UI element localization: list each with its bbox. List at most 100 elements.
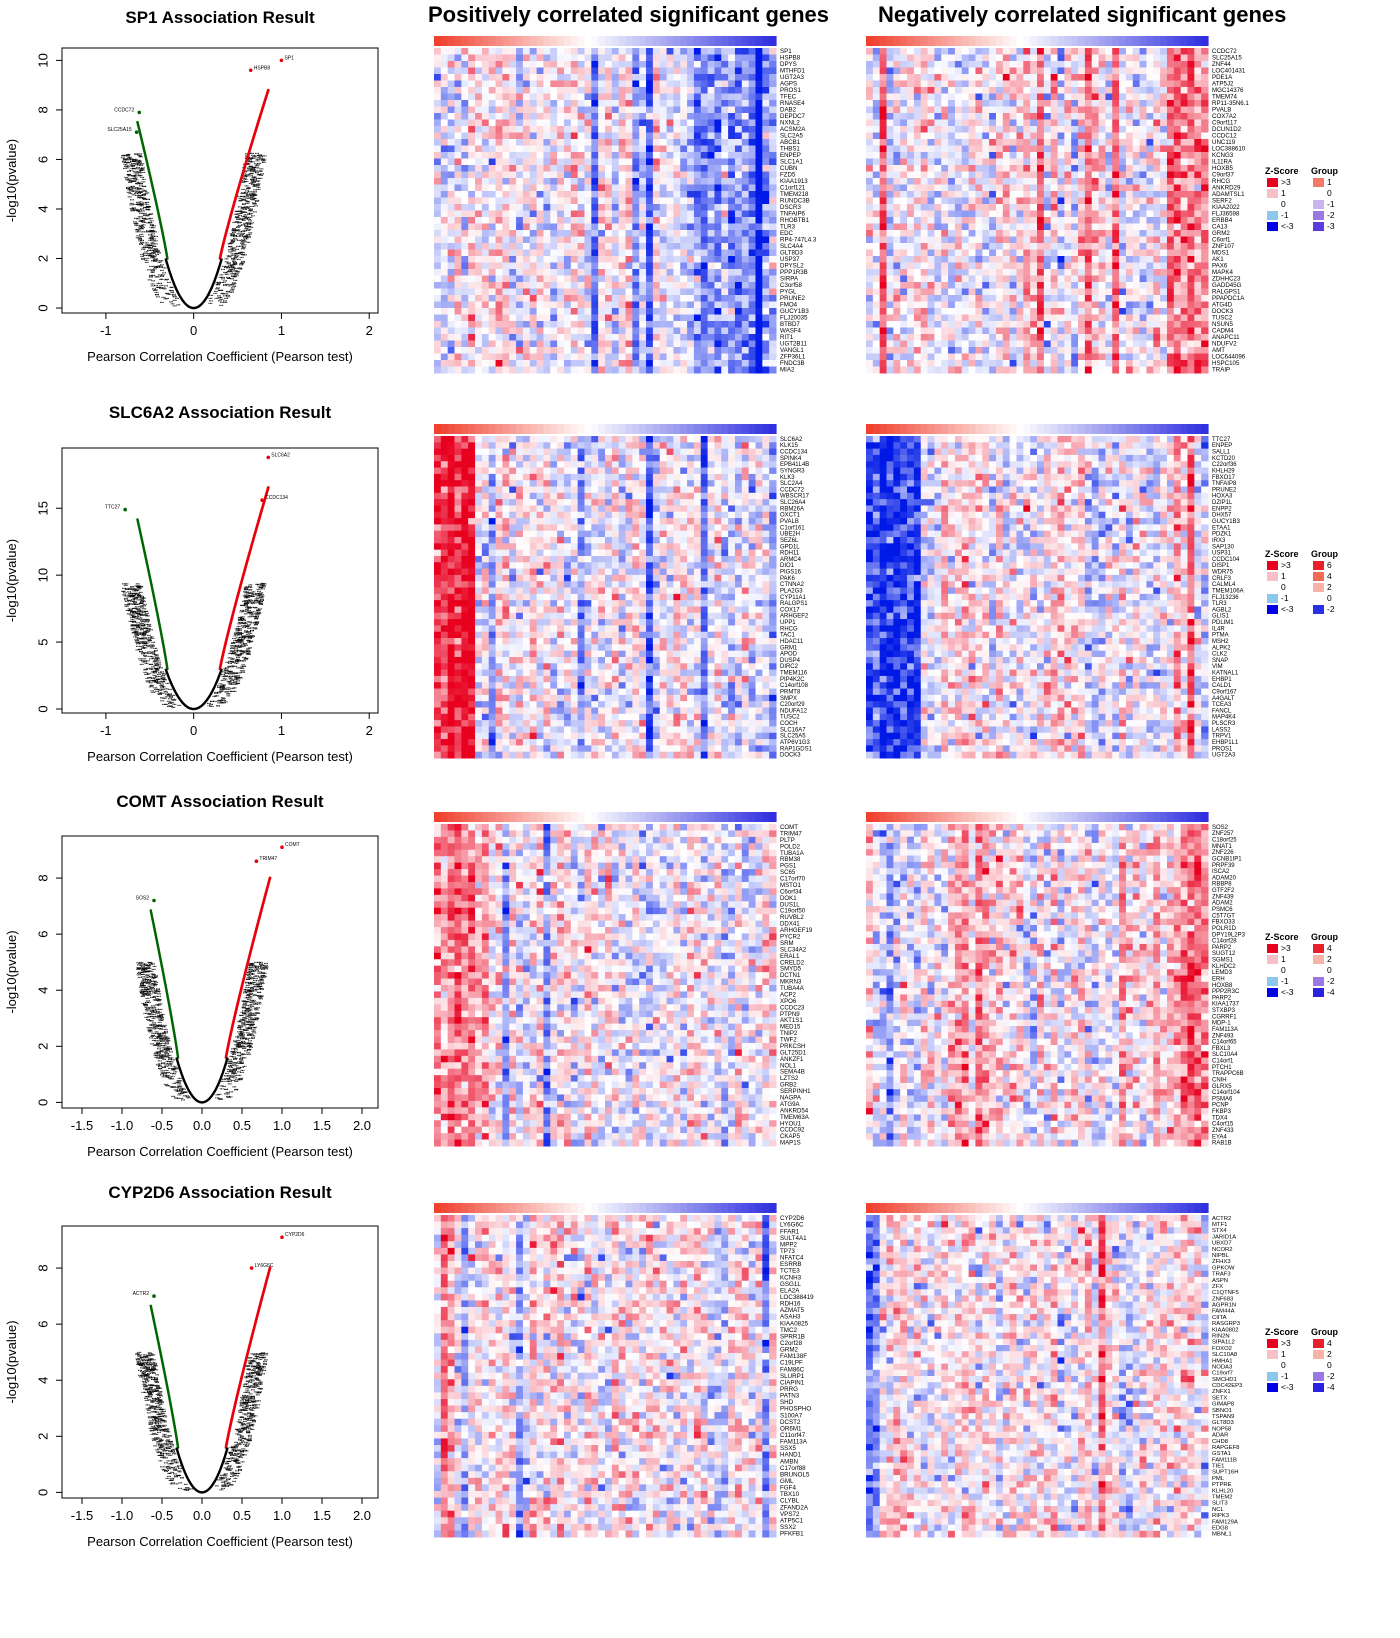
heatmap-cell xyxy=(454,347,462,354)
heatmap-cell xyxy=(557,321,565,328)
bulk-point-label: ▪▪▪ xyxy=(152,243,157,248)
heatmap-cell xyxy=(543,217,551,224)
heatmap-cell xyxy=(1125,184,1134,192)
heatmap-cell xyxy=(1071,80,1079,88)
heatmap-cell xyxy=(714,100,722,107)
heatmap-cell xyxy=(611,204,620,211)
heatmap-cell xyxy=(475,191,483,198)
heatmap-cell xyxy=(666,87,674,94)
heatmap-cell xyxy=(1146,197,1154,205)
heatmap-cell xyxy=(529,100,538,107)
heatmap-cell xyxy=(1125,87,1134,94)
heatmap-cell xyxy=(961,74,970,81)
group-bar-cell xyxy=(687,36,695,46)
heatmap-cell xyxy=(1064,87,1072,94)
bulk-point-label: ▪▪▪ xyxy=(232,230,237,235)
heatmap-cell xyxy=(934,74,942,81)
group-bar-cell xyxy=(872,36,881,46)
heatmap-cell xyxy=(734,256,743,263)
heatmap-cell xyxy=(975,165,983,172)
heatmap-cell xyxy=(461,178,469,185)
heatmap-cell xyxy=(714,314,722,322)
bulk-point-label: ▪▪▪ xyxy=(257,181,262,186)
heatmap-cell xyxy=(1180,87,1188,94)
group-bar-cell xyxy=(907,36,915,46)
heatmap-cell xyxy=(1173,119,1182,127)
heatmap-cell xyxy=(516,165,524,172)
heatmap-cell xyxy=(886,165,894,172)
heatmap-cell xyxy=(707,223,715,231)
heatmap-cell xyxy=(975,61,983,68)
heatmap-cell xyxy=(920,87,929,94)
heatmap-cell xyxy=(693,184,702,192)
heatmap-cell xyxy=(488,191,497,198)
heatmap-cell xyxy=(1030,158,1038,166)
heatmap-cell xyxy=(968,197,976,205)
heatmap-cell xyxy=(700,152,709,159)
heatmap-cell xyxy=(666,191,674,198)
heatmap-cell xyxy=(755,256,763,263)
heatmap-cell xyxy=(907,106,915,114)
gene-label: CUBN xyxy=(780,165,797,172)
heatmap-cell xyxy=(584,347,592,354)
heatmap-cell xyxy=(1187,61,1195,68)
heatmap-cell xyxy=(1064,197,1072,205)
heatmap-cell xyxy=(557,256,565,263)
heatmap-cell xyxy=(762,178,770,185)
heatmap-cell xyxy=(502,360,510,367)
heatmap-cell xyxy=(646,152,654,159)
heatmap-cell xyxy=(693,236,702,244)
heatmap-cell xyxy=(509,314,517,322)
heatmap-cell xyxy=(611,152,620,159)
bulk-point-label: ▪▪▪ xyxy=(146,204,151,209)
bulk-point-label: ▪▪▪ xyxy=(139,183,144,188)
heatmap-cell xyxy=(584,152,592,159)
heatmap-cell xyxy=(707,275,715,283)
heatmap-cell xyxy=(693,321,702,328)
heatmap-cell xyxy=(481,106,490,114)
heatmap-cell xyxy=(516,132,524,140)
heatmap-cell xyxy=(454,256,462,263)
heatmap-cell xyxy=(475,100,483,107)
heatmap-cell xyxy=(516,100,524,107)
heatmap-cell xyxy=(461,295,469,302)
heatmap-cell xyxy=(680,243,688,250)
heatmap-cell xyxy=(728,295,736,302)
heatmap-cell xyxy=(495,93,503,101)
heatmap-cell xyxy=(1098,158,1106,166)
heatmap-cell xyxy=(557,126,565,133)
heatmap-cell xyxy=(659,158,668,166)
heatmap-cell xyxy=(440,171,449,179)
heatmap-cell xyxy=(707,366,715,374)
group-bar-cell xyxy=(721,36,729,46)
bulk-point-label: ▪▪▪ xyxy=(159,264,164,269)
bulk-point-label: ▪▪▪ xyxy=(249,225,254,230)
heatmap-cell xyxy=(762,126,770,133)
bulk-point-label: ▪▪▪ xyxy=(142,216,147,221)
bulk-point-label: ▪▪▪ xyxy=(215,286,220,291)
heatmap-cell xyxy=(543,171,551,179)
heatmap-cell xyxy=(440,197,449,205)
heatmap-cell xyxy=(721,314,729,322)
heatmap-cell xyxy=(934,67,942,75)
heatmap-cell xyxy=(866,61,874,68)
bulk-point-label: ▪▪▪ xyxy=(148,220,153,225)
heatmap-cell xyxy=(461,54,469,62)
heatmap-cell xyxy=(961,113,970,120)
group-bar-cell xyxy=(961,36,970,46)
heatmap-cell xyxy=(570,113,579,120)
heatmap-cell xyxy=(741,353,750,361)
heatmap-cell xyxy=(522,54,531,62)
heatmap-cell xyxy=(1139,178,1147,185)
heatmap-cell xyxy=(1166,171,1175,179)
bulk-point-label: ▪▪▪ xyxy=(230,262,235,267)
bulk-point-label: ▪▪▪ xyxy=(131,163,136,168)
bulk-point-label: ▪▪▪ xyxy=(142,245,147,250)
heatmap-cell xyxy=(1009,145,1017,153)
heatmap-cell xyxy=(618,275,627,283)
heatmap-cell xyxy=(769,262,777,270)
heatmap-cell xyxy=(1064,113,1072,120)
bulk-point-label: ▪▪▪ xyxy=(127,172,132,177)
heatmap-cell xyxy=(913,158,922,166)
heatmap-cell xyxy=(762,223,770,231)
